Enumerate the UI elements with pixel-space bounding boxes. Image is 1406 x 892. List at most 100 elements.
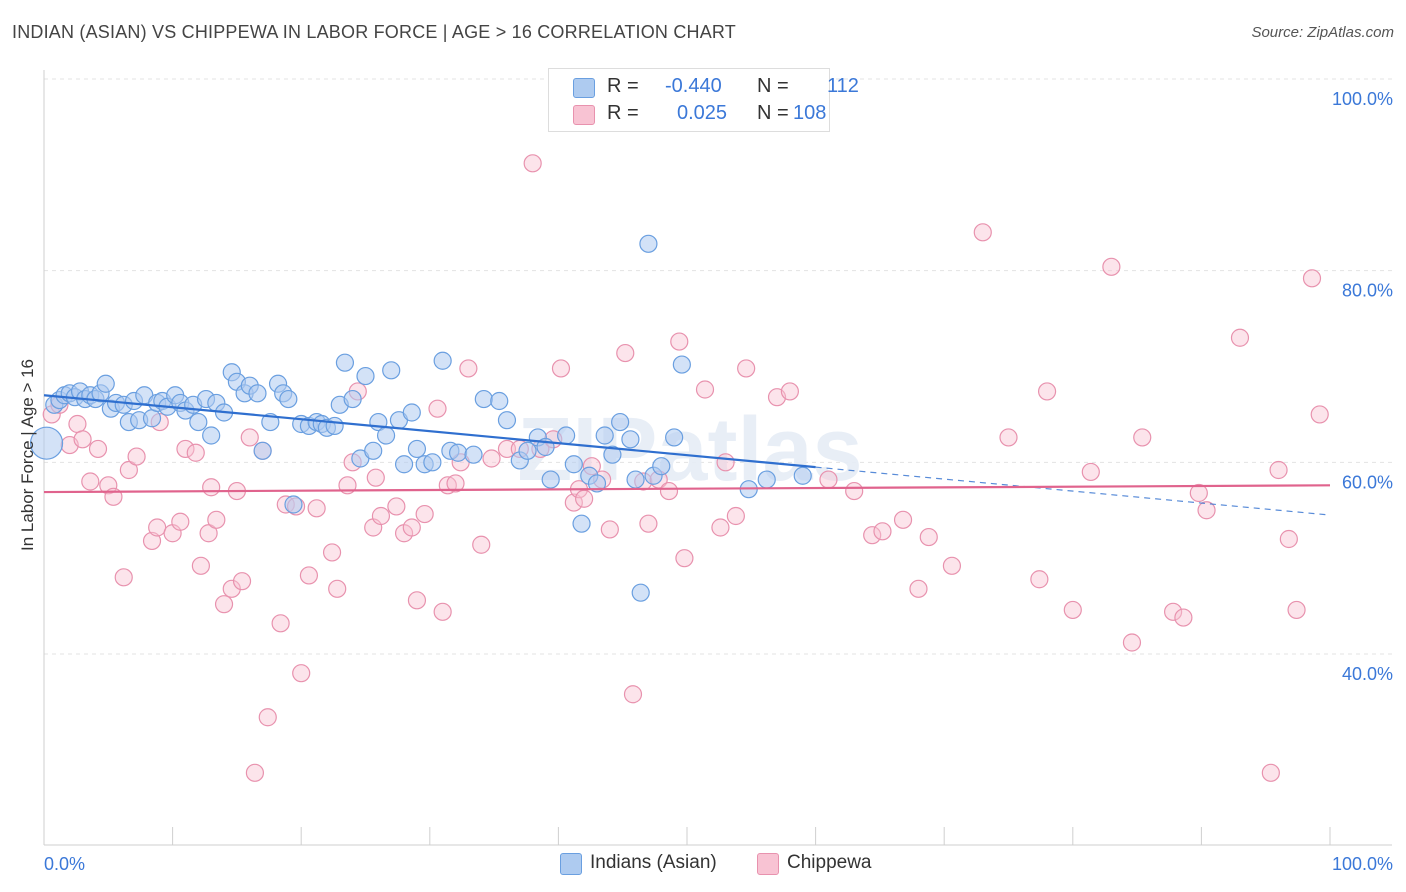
- chippewa-point: [1030, 570, 1049, 589]
- chippewa-point: [575, 489, 594, 508]
- indians-asian-point: [572, 514, 591, 533]
- x-tick-label: 100.0%: [1332, 854, 1393, 874]
- chippewa-point: [1189, 483, 1208, 503]
- tick-labels: 40.0% 60.0% 80.0% 100.0% 0.0% 100.0%: [44, 89, 1393, 874]
- chippewa-point: [459, 359, 478, 378]
- chippewa-point: [299, 566, 319, 585]
- chippewa-point: [1063, 600, 1082, 620]
- chippewa-point: [214, 595, 234, 614]
- chippewa-point: [322, 543, 342, 562]
- chippewa-point: [551, 359, 571, 378]
- indians-asian-point: [248, 384, 267, 403]
- chippewa-point: [171, 512, 190, 531]
- chippewa-point: [659, 481, 679, 501]
- indians-asian-trend-line: [43, 394, 816, 469]
- chippewa-point: [893, 510, 913, 529]
- indians-asian-point: [356, 366, 375, 386]
- legend-r-label: R =: [607, 102, 639, 124]
- indians-asian-point: [611, 412, 630, 432]
- chippewa-point: [119, 460, 138, 480]
- legend-n-label: N =: [757, 102, 789, 124]
- chippewa-point: [1269, 460, 1288, 480]
- indians-asian-point: [343, 389, 362, 409]
- y-axis-label: In Labor Force | Age > 16: [18, 358, 37, 552]
- indians-asian-point: [202, 426, 221, 445]
- chippewa-point: [482, 449, 501, 468]
- indians-asian-point: [284, 495, 303, 514]
- indians-asian-point: [142, 409, 162, 428]
- chippewa-point: [523, 154, 542, 173]
- indians-asian-point: [423, 453, 442, 472]
- indians-asian-point: [402, 403, 421, 422]
- legend-item-label: Chippewa: [787, 852, 872, 873]
- source-label: Source: ZipAtlas.com: [1251, 24, 1394, 41]
- chippewa-point: [1197, 501, 1216, 520]
- chippewa-trend-line: [43, 484, 1331, 494]
- legend-n-label: N =: [757, 75, 789, 97]
- indians-asian-point: [793, 466, 812, 485]
- chippewa-point: [407, 591, 427, 610]
- y-tick-label: 40.0%: [1342, 664, 1393, 684]
- chippewa-point: [240, 428, 259, 447]
- indians-asian-point: [407, 439, 427, 459]
- chippewa-point: [73, 430, 92, 449]
- chippewa-point: [819, 470, 838, 489]
- chippewa-point: [1133, 428, 1152, 447]
- chippewa-point: [292, 664, 311, 683]
- series-legend: Indians (Asian) Chippewa: [0, 852, 1406, 876]
- chippewa-point: [428, 399, 447, 418]
- indians-asian-point: [626, 470, 645, 489]
- chippewa-point: [245, 763, 265, 782]
- chippewa-point: [1287, 600, 1306, 620]
- indians-asian-point: [253, 441, 272, 460]
- chippewa-point: [387, 497, 406, 516]
- y-tick-label: 100.0%: [1332, 89, 1393, 109]
- indians-asian-point: [631, 583, 650, 602]
- chippewa-point: [623, 685, 643, 704]
- chippewa-point: [366, 468, 385, 487]
- indians-asian-point: [497, 411, 517, 430]
- indians-asian-point: [448, 443, 468, 462]
- indians-asian-point: [376, 426, 396, 445]
- chippewa-point: [1279, 529, 1298, 549]
- indians-asian-point: [518, 441, 537, 460]
- chippewa-point: [199, 524, 218, 543]
- chippewa-point: [863, 526, 882, 545]
- chippewa-point: [472, 535, 491, 554]
- chippewa-point: [1037, 382, 1057, 401]
- chippewa-point: [99, 476, 118, 495]
- trend-lines: [43, 394, 1331, 516]
- indians-asian-point: [564, 455, 583, 474]
- indians-asian-point: [603, 445, 622, 464]
- chippewa-point: [232, 572, 252, 591]
- chippewa-point: [88, 439, 108, 459]
- indians-asian-point: [335, 353, 355, 372]
- indians-asian-point: [189, 412, 208, 432]
- chippewa-point: [711, 518, 730, 537]
- indians-asian-point: [325, 416, 344, 436]
- chippewa-point: [564, 493, 583, 512]
- indians-asian-point: [490, 391, 509, 411]
- chippewa-point: [114, 568, 133, 587]
- chippewa-point: [695, 380, 715, 399]
- chippewa-point: [600, 520, 619, 539]
- chippewa-point: [446, 474, 465, 493]
- legend-r-value: 0.025: [677, 102, 728, 124]
- chippewa-point: [222, 579, 241, 598]
- indians-asian-point: [279, 389, 298, 409]
- chippewa-point: [973, 223, 992, 242]
- indians-asian-point: [557, 426, 576, 445]
- chippewa-point: [68, 414, 87, 434]
- indians-asian-point: [665, 428, 684, 447]
- legend-swatch-pink: [573, 105, 595, 125]
- chippewa-point: [307, 499, 326, 518]
- chippewa-point: [271, 614, 290, 633]
- chippewa-point: [402, 518, 421, 537]
- legend-n-value: 112: [827, 75, 859, 97]
- indians-asian-point: [433, 351, 452, 370]
- chippewa-point: [1102, 257, 1121, 276]
- indians-asian-point: [541, 470, 560, 489]
- chippewa-point: [127, 447, 146, 466]
- indians-asian-point: [595, 426, 614, 445]
- indians-asian-point: [652, 457, 671, 476]
